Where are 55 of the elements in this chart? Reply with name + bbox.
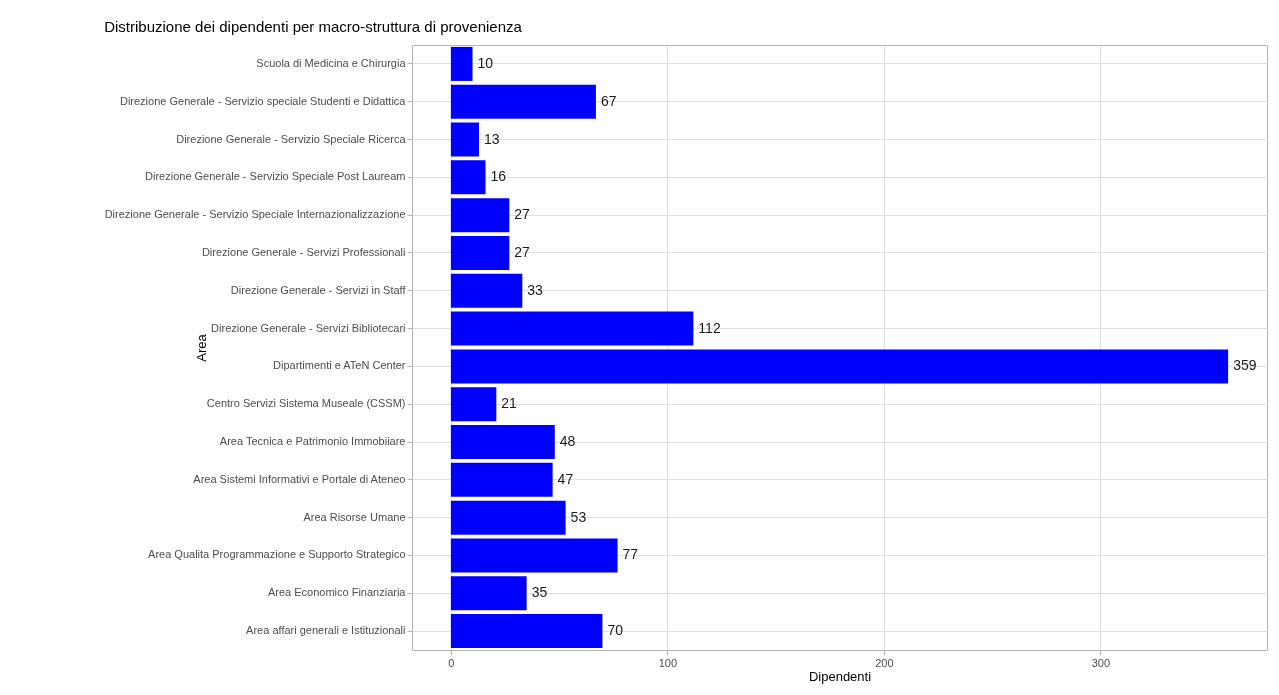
y-tick-label: Direzione Generale - Servizio speciale Studenti e Didattica — [119, 94, 407, 107]
chart-title: Distribuzione dei dipendenti per macro-struttura di provenienza — [104, 18, 523, 35]
y-tick-label: Direzione Generale - Servizi Bibliotecari — [211, 321, 406, 334]
bar — [450, 387, 497, 422]
y-tick-label: Scuola di Medicina e Chirurgia — [256, 56, 407, 69]
bar — [450, 576, 527, 611]
data-label: 33 — [527, 281, 544, 298]
data-label: 35 — [531, 584, 548, 601]
y-axis-title: Area — [193, 333, 209, 362]
bar — [450, 84, 596, 119]
bar — [450, 349, 1229, 384]
y-tick-label: Area Sistemi Informativi e Portale di Ateneo — [193, 472, 406, 485]
data-label: 77 — [622, 546, 639, 563]
bar — [450, 311, 694, 346]
y-tick-label: Area Risorse Umane — [303, 510, 406, 523]
data-label: 112 — [698, 319, 721, 336]
bar — [450, 160, 486, 195]
bar — [450, 198, 510, 233]
x-tick-label: 100 — [658, 656, 678, 669]
bar — [450, 46, 473, 81]
x-tick-label: 300 — [1091, 656, 1111, 669]
y-tick-label: Dipartimenti e ATeN Center — [273, 359, 406, 372]
y-tick-label: Direzione Generale - Servizi Professionali — [201, 245, 406, 258]
bar — [450, 614, 603, 649]
y-tick-label: Direzione Generale - Servizio Speciale Post Lauream — [145, 170, 406, 183]
data-label: 10 — [477, 54, 494, 71]
data-label: 27 — [514, 243, 531, 260]
x-tick-label: 0 — [448, 656, 455, 669]
y-tick-label: Area affari generali e Istituzionali — [246, 624, 406, 637]
data-label: 67 — [600, 92, 617, 109]
data-label: 70 — [607, 622, 624, 639]
data-label: 47 — [557, 470, 574, 487]
y-tick-label: Direzione Generale - Servizi in Staff — [230, 283, 407, 296]
bar — [450, 462, 553, 497]
data-label: 13 — [484, 130, 500, 147]
bar — [450, 235, 510, 270]
y-tick-label: Direzione Generale - Servizio Speciale Ricerca — [176, 132, 407, 145]
y-tick-label: Centro Servizi Sistema Museale (CSSM) — [206, 397, 406, 410]
y-tick-label: Area Qualita Programmazione e Supporto Strategico — [148, 548, 406, 561]
data-label: 21 — [501, 395, 518, 412]
bar — [450, 273, 523, 308]
data-label: 359 — [1233, 357, 1257, 374]
data-label: 27 — [514, 206, 531, 223]
y-tick-label: Area Economico Finanziaria — [267, 586, 407, 599]
y-tick-label: Area Tecnica e Patrimonio Immobiiare — [219, 435, 406, 448]
data-label: 48 — [559, 433, 576, 450]
x-axis-title: Dipendenti — [808, 668, 872, 684]
x-tick-label: 200 — [875, 656, 894, 669]
data-label: 53 — [570, 508, 587, 525]
bar — [450, 122, 480, 157]
bar — [450, 425, 555, 460]
y-tick-label: Direzione Generale - Servizio Speciale Internazionalizzazione — [104, 208, 406, 221]
data-label: 16 — [490, 168, 507, 185]
bar — [450, 538, 618, 573]
bar — [450, 500, 566, 535]
